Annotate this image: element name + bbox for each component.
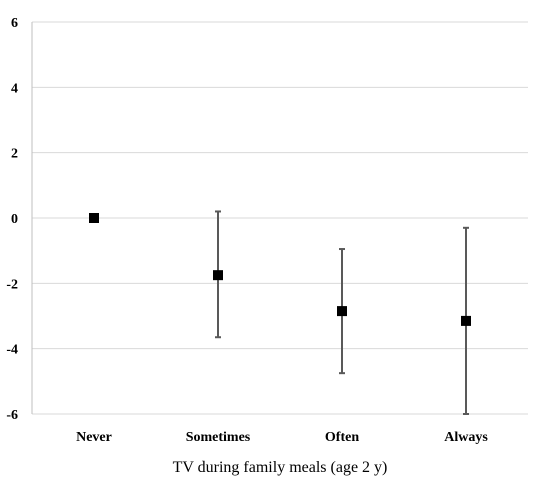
x-tick-label: Sometimes (186, 430, 251, 445)
data-point-marker (213, 270, 223, 281)
data-point-marker (337, 306, 347, 317)
y-axis-ticks: 6 4 2 0 -2 -4 -6 (6, 16, 18, 423)
data-markers (89, 213, 471, 326)
data-point-marker (461, 315, 471, 326)
x-tick-label: Always (444, 430, 488, 445)
x-axis-ticks: Never Sometimes Often Always (76, 430, 488, 445)
data-point-marker (89, 213, 99, 223)
gridlines (32, 21, 528, 415)
y-tick-label: -6 (6, 408, 18, 423)
x-tick-label: Never (76, 430, 112, 445)
y-tick-label: 4 (11, 81, 18, 96)
y-tick-label: 6 (11, 16, 18, 31)
x-tick-label: Often (325, 430, 359, 445)
y-tick-label: -2 (6, 277, 18, 292)
x-axis-title: TV during family meals (age 2 y) (173, 459, 388, 476)
y-tick-label: 2 (11, 147, 18, 162)
y-tick-label: 0 (11, 212, 18, 227)
y-tick-label: -4 (6, 343, 18, 358)
